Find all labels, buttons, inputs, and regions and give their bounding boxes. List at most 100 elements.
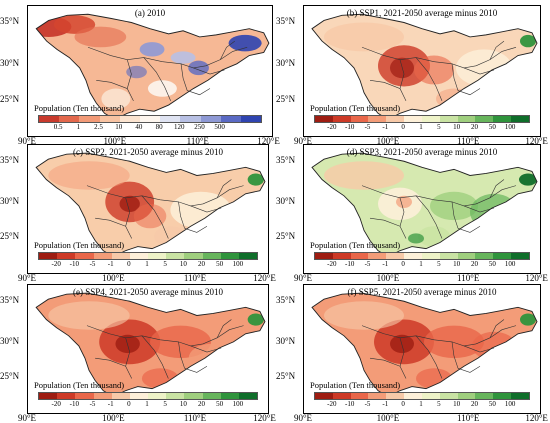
basin-map [311,152,538,258]
panel-title: (e) SSP4, 2021-2050 average minus 2010 [73,287,223,297]
population-blob [247,313,264,326]
legend-swatch [350,253,369,259]
legend-swatch [129,253,149,259]
legend-label: 80 [155,123,163,131]
population-blob [139,42,165,57]
sub-basin-boundary [399,197,407,239]
x-tick-label: 100°E [376,413,400,423]
legend-swatch [220,116,241,122]
legend-title: Population (Ten thousand) [34,240,125,250]
legend-label: 5 [437,123,441,131]
population-blob [212,80,237,97]
legend-swatch [240,116,262,122]
map-panel-ssp4: (e) SSP4, 2021-2050 average minus 2010 P… [0,284,276,423]
sub-basin-boundary [126,59,134,102]
legend-swatch [148,253,167,259]
population-blob [101,88,131,110]
sub-basin-boundary [180,63,188,91]
legend-swatch [315,393,333,399]
legend-label: 1 [419,123,423,131]
legend-swatch [99,116,120,122]
y-tick-label: 25°N [0,93,20,104]
x-tick-label: 90°E [293,136,313,146]
map-frame: (c) SSP2, 2021-2050 average minus 2010 P… [27,144,269,274]
sub-basin-boundary [190,205,222,213]
basin-outline [35,152,266,258]
legend-label: -5 [89,260,96,268]
legend-label: 10 [179,260,187,268]
x-tick-label: 120°E [257,136,280,146]
panel-title: (b) SSP1, 2021-2050 average minus 2010 [346,8,498,18]
sub-basin-boundary [160,339,203,347]
legend-swatch [511,393,529,399]
population-blob [228,34,262,52]
sub-basin-boundary [95,357,126,367]
legend-swatch [439,116,458,122]
legend-label: 20 [198,260,205,268]
basin-map [35,13,270,121]
sub-basin-boundary [86,185,161,201]
sub-basin-boundary [178,341,185,369]
sub-basin-boundary [489,179,505,198]
sub-basin-boundary [202,325,244,345]
legend-label: -20 [51,400,61,408]
sub-basin-boundary [125,197,133,239]
legend-swatch [368,393,387,399]
legend-swatch [332,253,351,259]
sub-basin-boundary [457,226,481,233]
x-tick-label: 100°E [102,273,125,283]
legend-swatch [59,116,80,122]
legend-label: 10 [453,400,461,408]
panel-title: (c) SSP2, 2021-2050 average minus 2010 [73,147,223,157]
legend-label: 10 [453,260,461,268]
legend-label: 10 [453,123,461,131]
legend-title: Population (Ten thousand) [34,380,125,390]
population-blob [188,343,234,373]
x-tick-label: 100°E [103,136,127,146]
legend-label: 0 [401,123,405,131]
y-tick-label: 35°N [0,15,20,26]
map-frame: (f) SSP5, 2021-2050 average minus 2010 P… [303,284,541,414]
population-blob [119,195,140,213]
legend-label: 10 [179,400,187,408]
population-blob [154,226,187,247]
legend-label: 2.5 [94,123,103,131]
legend-swatch [139,116,161,122]
map-frame: (e) SSP4, 2021-2050 average minus 2010 P… [27,284,269,414]
legend-swatch [202,253,221,259]
sub-basin-boundary [457,366,481,373]
legend-label: -1 [107,400,114,408]
legend-swatch [111,393,130,399]
legend-swatch [315,253,333,259]
legend-swatch [475,116,494,122]
population-blob [133,203,167,229]
legend-swatch [220,253,239,259]
population-blob [519,173,537,186]
sub-basin-boundary [415,57,443,102]
sub-basin-boundary [361,185,435,201]
legend-label: 1 [419,400,423,408]
legend-swatch [421,253,440,259]
sub-basin-boundary [475,185,517,205]
population-blob [520,313,536,326]
legend-swatch [368,116,387,122]
legend-label: -20 [51,260,61,268]
sub-basin-boundary [190,345,222,353]
sub-basin-boundary [457,88,481,96]
legend-swatch [79,116,100,122]
map-panel-2010: (a) 2010 Population (Ten thousand) 0.5 1 2… [0,5,280,146]
legend-label: 1 [145,260,149,268]
legend-swatch [368,253,387,259]
legend-title: Population (Ten thousand) [310,103,401,113]
sub-basin-boundary [125,337,133,379]
legend-swatch [475,393,494,399]
map-panel-ssp5: (f) SSP5, 2021-2050 average minus 2010 P… [276,284,548,423]
legend-label: -5 [89,400,96,408]
legend-label: -1 [382,260,389,268]
x-tick-label: 110°E [457,413,480,423]
legend-swatch [238,393,258,399]
legend-label: 100 [504,400,516,408]
legend-swatch [332,393,351,399]
y-tick-label: 30°N [276,195,296,206]
legend-label: -1 [382,400,389,408]
